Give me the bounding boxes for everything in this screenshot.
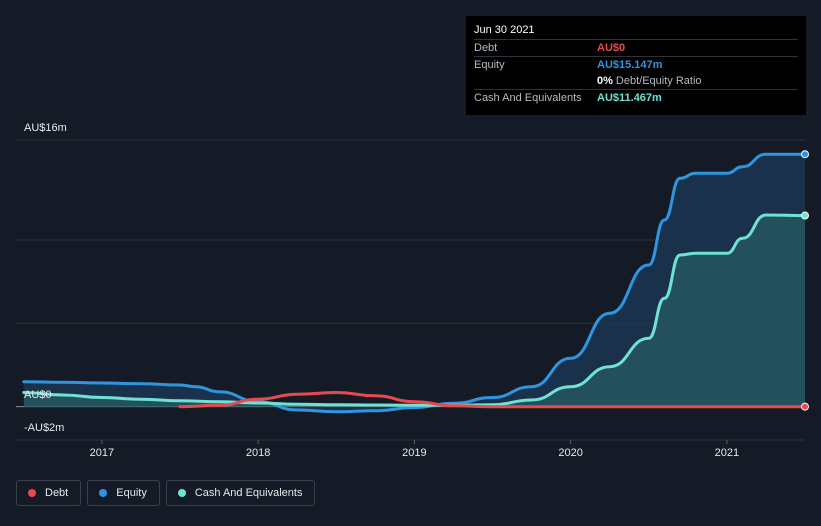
legend-dot-icon (28, 489, 36, 497)
tooltip-label: Debt (474, 42, 498, 54)
end-marker-equity (801, 150, 809, 159)
ratio-label: Debt/Equity Ratio (615, 75, 702, 87)
tooltip-date: Jun 30 2021 (474, 24, 535, 36)
legend-label: Cash And Equivalents (194, 487, 303, 499)
series-end-markers (801, 150, 809, 411)
y-axis-zero-label: AU$0 (24, 389, 52, 401)
y-axis-bottom-label: -AU$2m (24, 422, 65, 434)
ratio-percent: 0% (597, 75, 613, 87)
tooltip-value-equity: AU$15.147m (597, 59, 663, 71)
x-tick-2019: 2019 (402, 447, 427, 459)
tooltip-value-debt: AU$0 (597, 42, 626, 54)
tooltip-row-ratio: 0% Debt/Equity Ratio (474, 73, 798, 89)
legend-item-debt[interactable]: Debt (16, 480, 82, 506)
line-equity (22, 152, 807, 414)
legend-item-equity[interactable]: Equity (87, 480, 160, 506)
tooltip-label: Equity (474, 59, 505, 71)
legend-item-cash[interactable]: Cash And Equivalents (165, 480, 316, 506)
tooltip-row-equity: Equity AU$15.147m (474, 56, 798, 73)
line-debt (178, 391, 807, 409)
x-tick-2017: 2017 (89, 447, 115, 459)
chart-legend: Debt Equity Cash And Equivalents (16, 480, 316, 506)
area-cash-and-equivalents (23, 215, 806, 407)
legend-dot-icon (99, 489, 108, 497)
tooltip-panel: Jun 30 2021 Debt AU$0 Equity AU$15.147m … (466, 16, 806, 115)
end-marker-debt (801, 402, 809, 411)
legend-label: Debt (45, 487, 69, 499)
x-tick-2018: 2018 (245, 447, 271, 459)
series-areas (23, 154, 806, 412)
tooltip-row-cash: Cash And Equivalents AU$11.467m (474, 89, 798, 106)
legend-dot-icon (177, 489, 186, 497)
tooltip-value-ratio: 0% Debt/Equity Ratio (597, 73, 702, 89)
tooltip-label: Cash And Equivalents (474, 92, 582, 104)
tooltip-row-debt: Debt AU$0 (474, 39, 798, 56)
legend-label: Equity (116, 487, 147, 499)
tooltip-label (474, 73, 597, 89)
end-marker-cash-and-equivalents (801, 211, 809, 220)
x-tick-2021: 2021 (714, 447, 740, 459)
x-tick-2020: 2020 (558, 447, 583, 459)
y-axis-top-label: AU$16m (24, 122, 67, 134)
area-equity (23, 154, 806, 412)
series-lines (22, 152, 807, 414)
tooltip-value-cash: AU$11.467m (597, 92, 662, 104)
